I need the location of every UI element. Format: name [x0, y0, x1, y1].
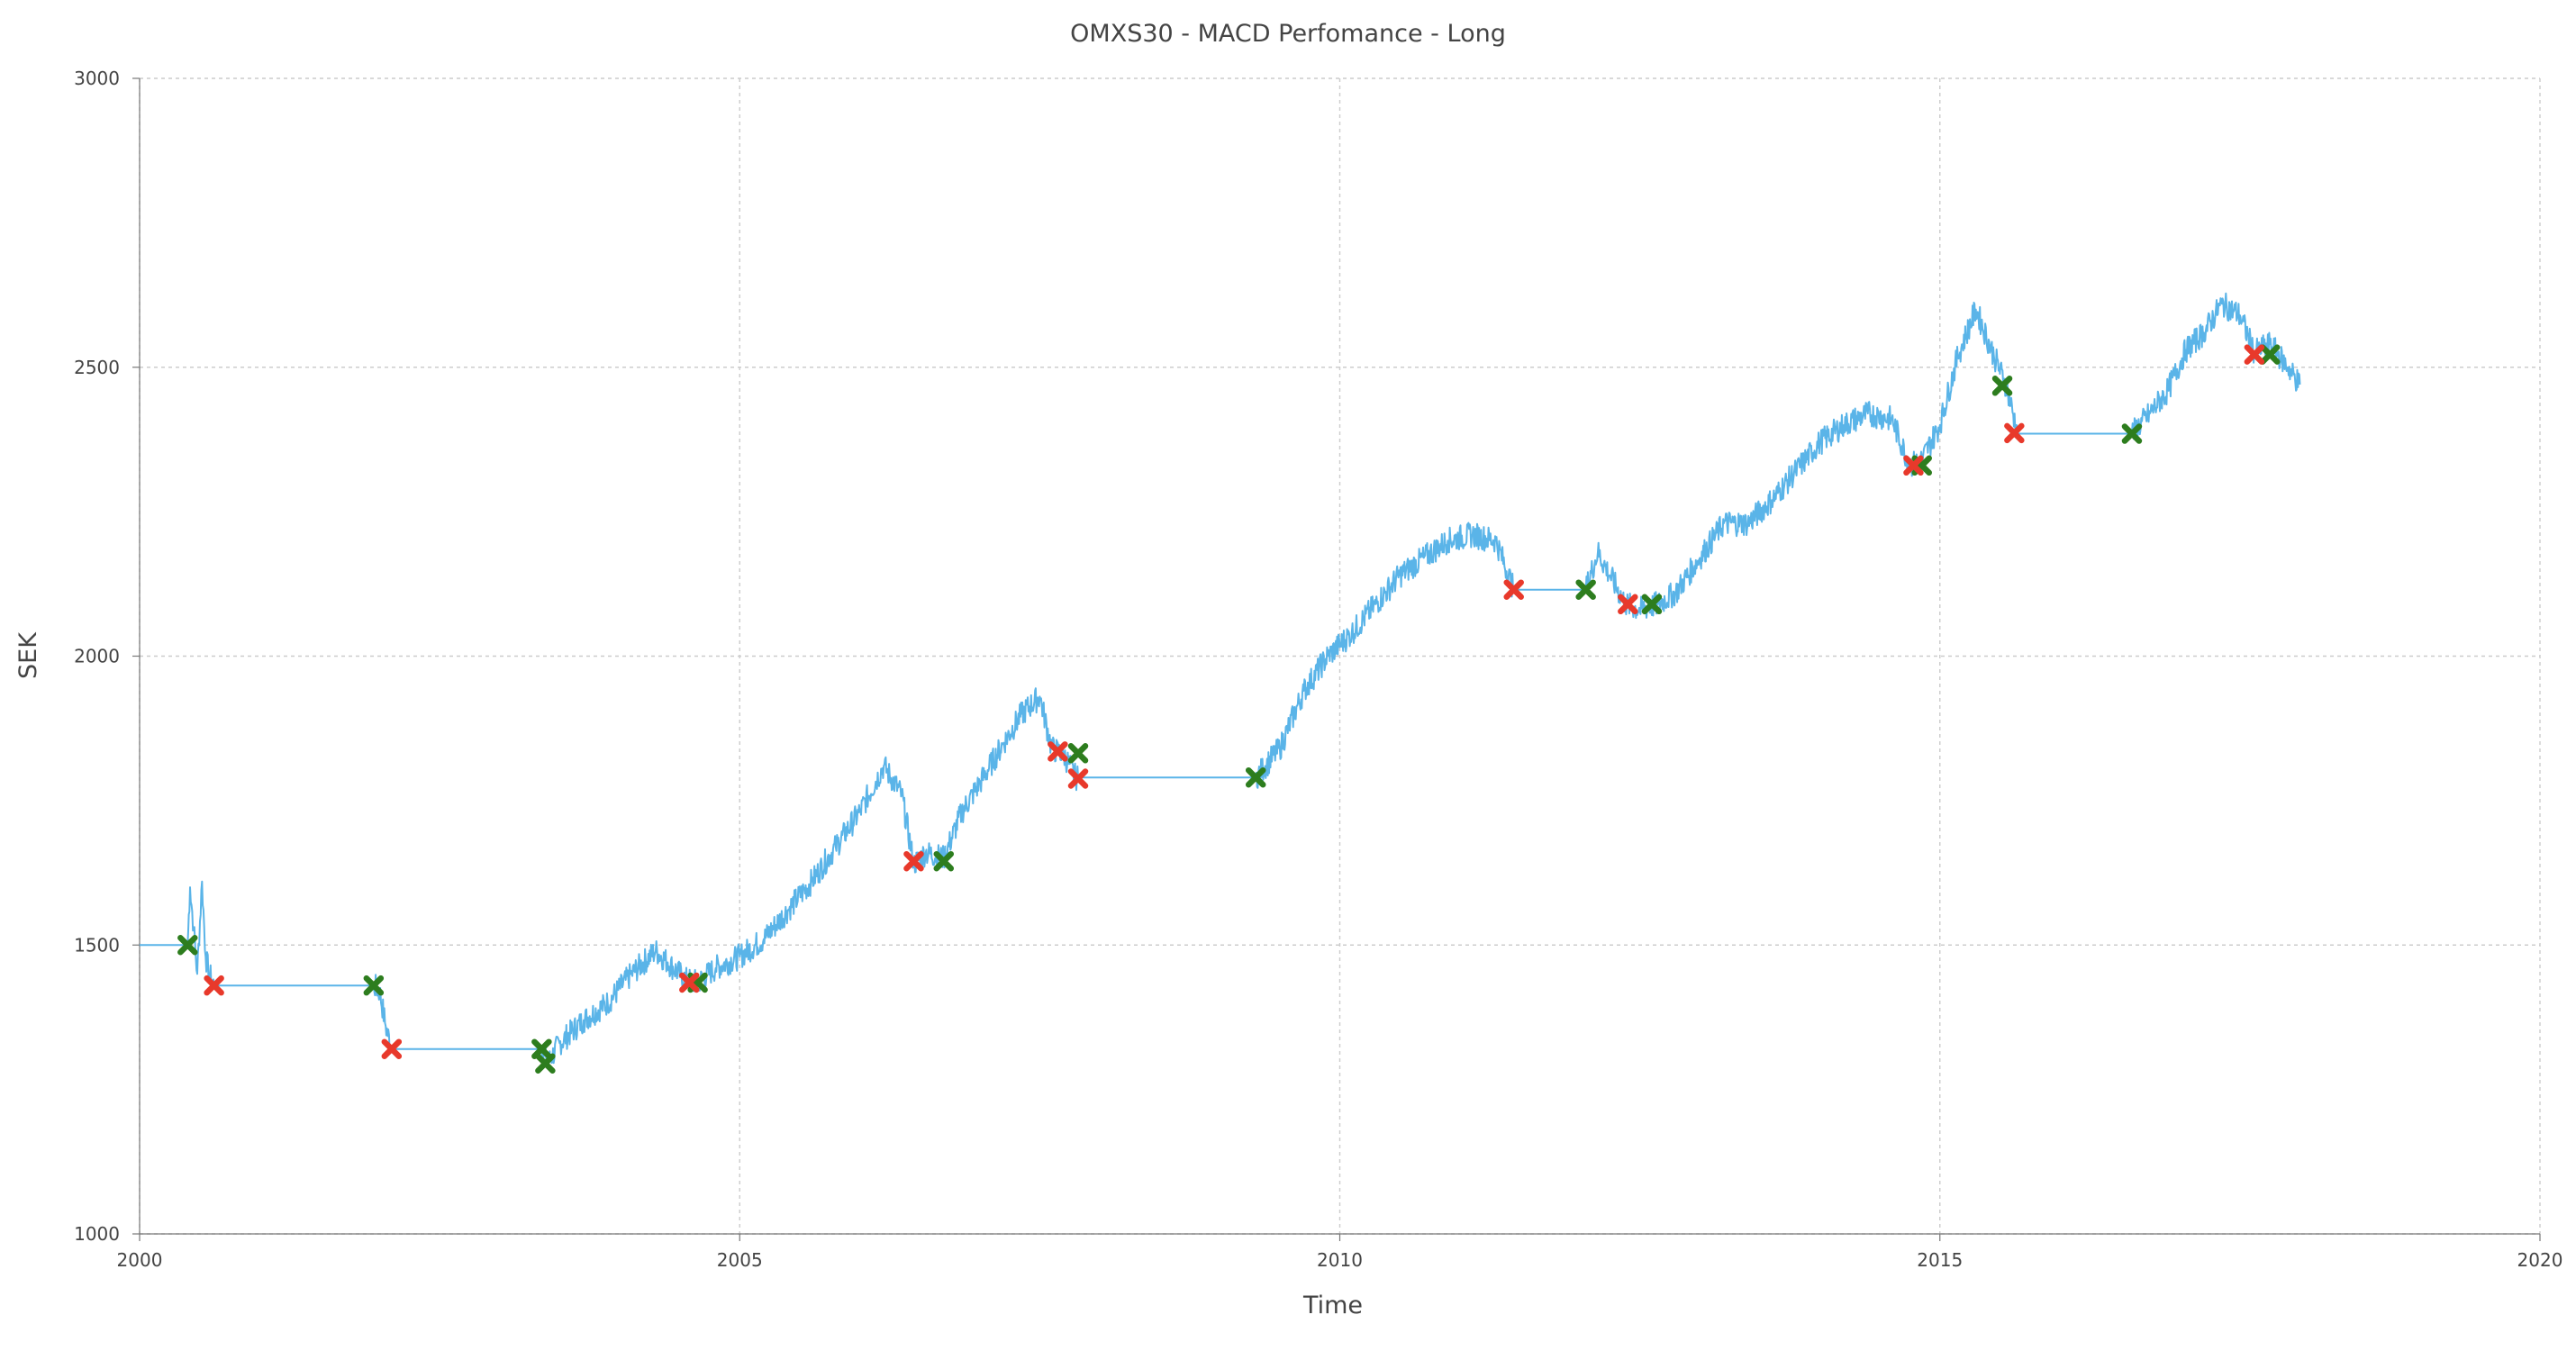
buy-marker — [363, 975, 385, 996]
x-tick-label: 2005 — [717, 1249, 763, 1271]
y-axis-label: SEK — [14, 631, 42, 679]
buy-marker — [1067, 743, 1089, 764]
y-tick-label: 1500 — [74, 934, 120, 956]
x-tick-label: 2000 — [117, 1249, 163, 1271]
sell-marker — [2244, 344, 2265, 365]
sell-marker — [1503, 579, 1524, 600]
sell-marker — [1067, 768, 1089, 789]
buy-marker — [1245, 766, 1266, 788]
buy-marker — [1641, 594, 1663, 615]
sell-marker — [1618, 594, 1638, 615]
buy-marker — [177, 935, 198, 956]
buy-marker — [933, 850, 955, 872]
plot-area — [140, 292, 2301, 1074]
y-tick-label: 1000 — [74, 1223, 120, 1245]
sell-marker — [679, 972, 700, 993]
x-tick-label: 2015 — [1917, 1249, 1963, 1271]
tick-labels: 2000 2005 2010 2015 2020 1000 1500 2000 2500 3000 — [74, 68, 2562, 1271]
sell-marker — [204, 975, 224, 996]
grid-lines — [139, 77, 2541, 1235]
buy-marker — [1991, 376, 2013, 396]
sell-marker — [1048, 741, 1068, 762]
buy-marker — [2121, 423, 2143, 444]
axes — [132, 77, 2541, 1241]
y-tick-label: 3000 — [74, 68, 120, 89]
x-axis-label: Time — [1302, 1292, 1363, 1319]
sell-marker — [381, 1038, 403, 1059]
buy-marker — [1575, 579, 1596, 600]
x-tick-label: 2020 — [2517, 1249, 2563, 1271]
sell-marker — [903, 850, 924, 872]
sell-marker — [2004, 422, 2025, 444]
buy-marker — [2259, 344, 2281, 365]
buy-marker — [535, 1053, 556, 1074]
price-line — [140, 292, 2301, 1066]
y-tick-label: 2000 — [74, 646, 120, 667]
chart-title: OMXS30 - MACD Perfomance - Long — [1070, 20, 1506, 48]
y-tick-label: 2500 — [74, 357, 120, 378]
sell-marker — [1903, 455, 1924, 476]
x-tick-label: 2010 — [1317, 1249, 1363, 1271]
